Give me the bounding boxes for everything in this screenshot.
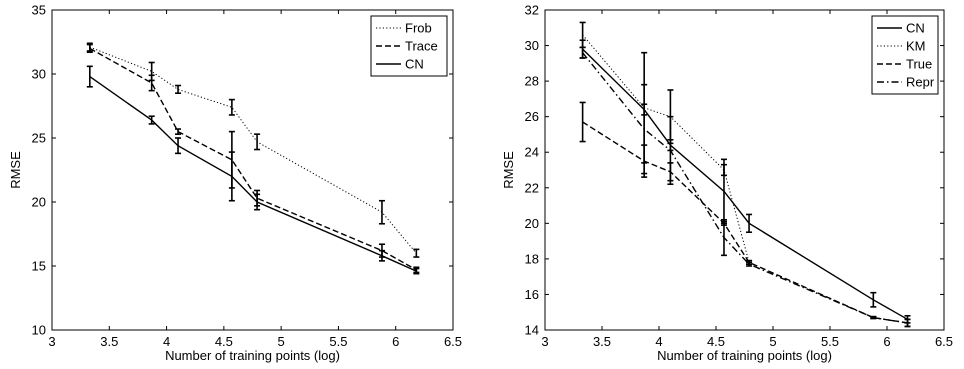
x-tick-label: 3.5 xyxy=(593,334,611,349)
legend-label-trace: Trace xyxy=(405,39,438,54)
series-frob-line xyxy=(89,46,417,254)
y-tick-label: 25 xyxy=(32,131,46,146)
error-bar xyxy=(175,84,182,94)
x-tick-label: 5 xyxy=(278,334,285,349)
x-axis-label: Number of training points (log) xyxy=(165,348,340,363)
error-bar xyxy=(579,21,586,49)
series-true-line xyxy=(582,121,908,324)
legend: CN KM True Repr xyxy=(871,15,939,95)
error-bar xyxy=(254,133,261,151)
x-tick-label: 4 xyxy=(163,334,170,349)
y-tick-label: 18 xyxy=(525,251,539,266)
legend-label-km: KM xyxy=(906,39,926,54)
legend-label-repr: Repr xyxy=(906,75,935,90)
error-bar xyxy=(86,43,93,54)
x-tick-label: 6.5 xyxy=(444,334,462,349)
error-bar xyxy=(228,98,235,116)
y-axis-label: RMSE xyxy=(501,151,516,189)
series-cn xyxy=(579,39,911,324)
error-bar xyxy=(175,128,182,135)
y-tick-label: 20 xyxy=(32,195,46,210)
error-bar xyxy=(641,83,648,175)
y-tick-label: 28 xyxy=(525,74,539,89)
error-bar xyxy=(175,137,182,155)
x-tick-label: 3 xyxy=(48,334,55,349)
error-bar xyxy=(86,65,93,88)
error-bar xyxy=(870,315,877,320)
x-tick-label: 3.5 xyxy=(100,334,118,349)
y-tick-label: 30 xyxy=(525,38,539,53)
legend-label-true: True xyxy=(906,57,932,72)
error-bar xyxy=(746,261,753,267)
x-tick-label: 4.5 xyxy=(215,334,233,349)
x-tick-label: 4.5 xyxy=(707,334,725,349)
series-repr xyxy=(579,46,911,328)
y-tick-label: 10 xyxy=(32,323,46,338)
series-repr-line xyxy=(582,52,908,324)
x-tick-label: 4 xyxy=(655,334,662,349)
legend-label-frob: Frob xyxy=(405,21,432,36)
x-tick-label: 6.5 xyxy=(935,334,953,349)
error-bar xyxy=(228,151,235,202)
y-tick-label: 15 xyxy=(32,259,46,274)
x-tick-label: 5.5 xyxy=(821,334,839,349)
y-tick-label: 30 xyxy=(32,67,46,82)
x-tick-label: 6 xyxy=(392,334,399,349)
y-tick-label: 32 xyxy=(525,3,539,18)
error-bar xyxy=(720,218,727,257)
y-axis-label: RMSE xyxy=(8,151,23,189)
error-bar xyxy=(254,193,261,211)
error-bar xyxy=(746,213,753,234)
series-cn-line xyxy=(582,48,908,320)
legend-label-cn: CN xyxy=(405,57,424,72)
x-tick-label: 5 xyxy=(769,334,776,349)
error-bar xyxy=(148,115,155,125)
error-bar xyxy=(579,46,586,59)
legend-frame xyxy=(871,15,939,95)
x-tick-label: 3 xyxy=(541,334,548,349)
y-tick-label: 24 xyxy=(525,145,539,160)
y-tick-label: 22 xyxy=(525,180,539,195)
series-cn xyxy=(86,65,420,275)
y-tick-label: 35 xyxy=(32,3,46,18)
error-bar xyxy=(413,248,420,258)
error-bar xyxy=(148,74,155,92)
error-bar xyxy=(378,199,385,225)
chart-right: 3 3.5 4 4.5 5 5.5 6 6.5 14 16 18 20 22 24 26 28 30 32 Numb… xyxy=(501,3,953,364)
x-axis-label: Number of training points (log) xyxy=(657,348,832,363)
series-cn-line xyxy=(89,76,417,272)
chart-left: 3 3.5 4 4.5 5 5.5 6 6.5 10 15 20 25 30 35 Number of tr… xyxy=(8,3,462,364)
y-tick-label: 16 xyxy=(525,287,539,302)
error-bar xyxy=(870,291,877,308)
series-trace xyxy=(86,43,420,274)
error-bar xyxy=(667,115,674,186)
error-bar xyxy=(378,249,385,262)
x-tick-label: 6 xyxy=(883,334,890,349)
legend-label-cn: CN xyxy=(906,21,925,36)
axes-frame xyxy=(51,9,454,331)
legend: Frob Trace CN xyxy=(370,15,448,77)
y-tick-label: 14 xyxy=(525,323,539,338)
x-tick-label: 5.5 xyxy=(329,334,347,349)
y-tick-label: 26 xyxy=(525,109,539,124)
series-trace-line xyxy=(89,47,417,271)
legend-frame xyxy=(370,15,448,77)
error-bar xyxy=(904,318,911,328)
error-bar xyxy=(720,163,727,177)
error-bar xyxy=(579,101,586,143)
error-bar xyxy=(413,267,420,275)
axes-frame xyxy=(544,9,945,331)
y-tick-label: 20 xyxy=(525,216,539,231)
